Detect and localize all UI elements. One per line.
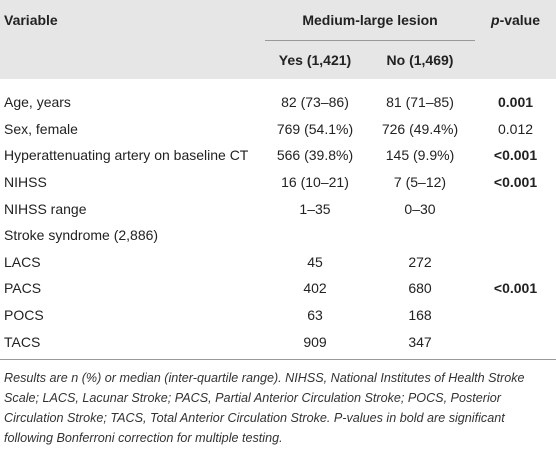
cell-p: <0.001: [493, 147, 538, 164]
cell-p: [475, 328, 556, 360]
table-row: Age, years 82 (73–86) 81 (71–85) 0.001: [0, 79, 556, 116]
table-row: NIHSS 16 (10–21) 7 (5–12) <0.001: [0, 169, 556, 196]
data-table: Variable Medium-large lesion p-value Yes…: [0, 0, 556, 360]
cell-p: <0.001: [493, 280, 538, 297]
header-no: No (1,469): [386, 52, 454, 68]
header-blank: [475, 41, 556, 80]
cell-yes: 82 (73–86): [281, 94, 349, 111]
footnote: Results are n (%) or median (inter-quart…: [4, 370, 525, 445]
table-row: Sex, female 769 (54.1%) 726 (49.4%) 0.012: [0, 116, 556, 143]
cell-variable: Hyperattenuating artery on baseline CT: [4, 147, 249, 164]
cell-no: 168: [408, 307, 432, 324]
cell-yes: 769 (54.1%): [276, 120, 354, 137]
cell-variable: LACS: [4, 253, 41, 270]
table-body: Age, years 82 (73–86) 81 (71–85) 0.001 Sex, …: [0, 79, 556, 360]
cell-yes: 16 (10–21): [281, 174, 349, 191]
cell-no: 81 (71–85): [386, 94, 454, 111]
cell-yes: 909: [265, 328, 365, 360]
table-row: NIHSS range 1–35 0–30: [0, 195, 556, 222]
cell-no: 680: [408, 280, 432, 297]
cell-no: [365, 222, 475, 249]
cell-no: 347: [365, 328, 476, 360]
cell-p: [475, 249, 556, 276]
cell-p: <0.001: [493, 174, 538, 191]
cell-yes: [265, 222, 365, 249]
cell-p: [475, 222, 556, 249]
cell-variable: POCS: [4, 307, 44, 324]
cell-variable: NIHSS range: [4, 200, 87, 217]
cell-yes: 45: [307, 253, 323, 270]
cell-p: 0.001: [497, 94, 534, 111]
cell-no: 145 (9.9%): [385, 147, 455, 164]
header-blank: [0, 41, 265, 80]
cell-p: 0.012: [497, 120, 534, 137]
cell-variable: PACS: [4, 280, 42, 297]
cell-variable: NIHSS: [4, 174, 47, 191]
header-variable: Variable: [4, 12, 58, 29]
cell-p: [475, 302, 556, 329]
table-header: Variable Medium-large lesion p-value Yes…: [0, 0, 556, 79]
cell-yes: 566 (39.8%): [276, 147, 354, 164]
table-row: PACS 402 680 <0.001: [0, 275, 556, 302]
table-row: Hyperattenuating artery on baseline CT 56…: [0, 142, 556, 169]
cell-yes: 1–35: [299, 200, 331, 217]
header-yes: Yes (1,421): [278, 52, 352, 68]
cell-no: 0–30: [404, 200, 436, 217]
table-row: TACS 909 347: [0, 328, 556, 360]
cell-variable: TACS: [0, 328, 265, 360]
cell-variable: Stroke syndrome (2,886): [4, 227, 159, 244]
header-group: Medium-large lesion: [265, 0, 476, 41]
cell-p: [475, 195, 556, 222]
table-row: POCS 63 168: [0, 302, 556, 329]
header-p: p-value: [491, 12, 541, 29]
table-row: LACS 45 272: [0, 249, 556, 276]
cell-no: 272: [408, 253, 432, 270]
cell-yes: 63: [307, 307, 323, 324]
cell-variable: Age, years: [4, 94, 71, 111]
cell-variable: Sex, female: [4, 120, 78, 137]
cell-no: 726 (49.4%): [381, 120, 459, 137]
table-row: Stroke syndrome (2,886): [0, 222, 556, 249]
cell-yes: 402: [303, 280, 327, 297]
cell-no: 7 (5–12): [393, 174, 447, 191]
